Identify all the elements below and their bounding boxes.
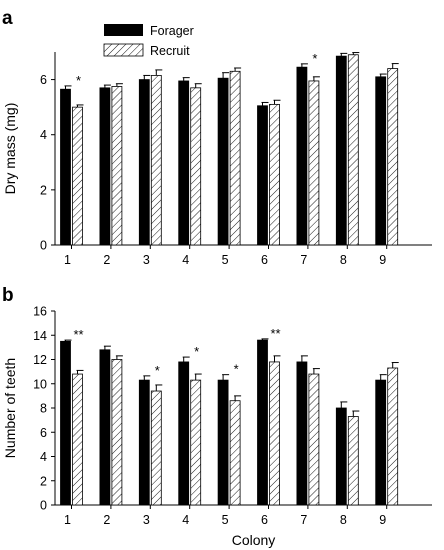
- y-tick-label: 2: [40, 474, 47, 488]
- y-tick-label: 0: [40, 499, 47, 513]
- bar-forager-2: [99, 349, 111, 506]
- x-tick-label: 1: [64, 253, 71, 267]
- significance-marker: *: [76, 73, 81, 88]
- x-tick-label: 6: [261, 513, 268, 527]
- bar-forager-6: [257, 105, 268, 246]
- y-tick-label: 0: [40, 239, 47, 253]
- significance-marker: **: [73, 327, 83, 342]
- y-tick-label: 2: [40, 183, 47, 197]
- bar-forager-2: [99, 87, 111, 246]
- legend-label-recruit: Recruit: [150, 44, 190, 58]
- bar-recruit-6: [269, 361, 280, 506]
- x-tick-label: 6: [261, 253, 268, 267]
- bar-recruit-4: [190, 87, 202, 246]
- bar-recruit-3: [150, 390, 162, 506]
- x-tick-label: 8: [340, 253, 347, 267]
- bar-recruit-9: [387, 367, 399, 506]
- y-tick-label: 4: [40, 128, 47, 142]
- x-tick-label: 9: [379, 513, 386, 527]
- bar-forager-1: [60, 340, 71, 506]
- bar-forager-1: [60, 88, 71, 246]
- bar-forager-4: [178, 80, 190, 246]
- x-tick-label: 4: [182, 253, 189, 267]
- significance-marker: *: [234, 362, 239, 377]
- bar-forager-7: [296, 361, 308, 506]
- legend-label-forager: Forager: [150, 24, 194, 38]
- bar-recruit-8: [347, 416, 359, 506]
- bar-forager-3: [138, 79, 150, 246]
- y-tick-label: 8: [40, 402, 47, 416]
- y-tick-label: 4: [40, 450, 47, 464]
- significance-marker: *: [312, 51, 317, 66]
- x-tick-label: 8: [340, 513, 347, 527]
- x-tick-label: 2: [103, 253, 110, 267]
- y-tick-label: 14: [33, 329, 47, 343]
- bar-recruit-5: [229, 70, 241, 246]
- legend-swatch-recruit: [103, 43, 144, 57]
- chart-panel-a: 0 2 4 6 Dry mass (mg) 1 2 3 4 5 6 7 8 9 * *: [2, 51, 432, 267]
- x-tick-label: 3: [143, 253, 150, 267]
- bar-recruit-7: [308, 80, 320, 246]
- bar-recruit-7: [308, 373, 320, 506]
- bar-recruit-6: [269, 103, 280, 246]
- bar-recruit-5: [229, 400, 241, 506]
- legend: Forager Recruit: [103, 24, 194, 58]
- bar-forager-5: [217, 379, 229, 506]
- x-tick-label: 1: [64, 513, 71, 527]
- x-tick-label: 9: [379, 253, 386, 267]
- bar-recruit-1: [72, 106, 83, 246]
- bar-forager-7: [296, 66, 308, 246]
- y-tick-label: 16: [33, 305, 47, 319]
- bar-recruit-8: [347, 54, 359, 246]
- bar-recruit-1: [72, 373, 83, 506]
- bar-forager-3: [138, 379, 150, 506]
- y-tick-label: 10: [33, 377, 47, 391]
- bar-forager-4: [178, 361, 190, 506]
- bar-forager-8: [335, 55, 347, 246]
- panel-label-b: b: [2, 285, 14, 306]
- y-axis-title: Number of teeth: [2, 358, 18, 458]
- bar-recruit-4: [190, 379, 202, 506]
- bar-forager-8: [335, 407, 347, 506]
- significance-marker: *: [155, 363, 160, 378]
- x-tick-label: 7: [300, 513, 307, 527]
- y-tick-label: 6: [40, 73, 47, 87]
- x-tick-label: 5: [222, 513, 229, 527]
- significance-marker: **: [270, 326, 280, 341]
- x-axis-title: Colony: [232, 532, 276, 548]
- bar-forager-9: [375, 379, 387, 506]
- bar-recruit-9: [387, 68, 399, 246]
- significance-marker: *: [194, 344, 199, 359]
- x-tick-label: 3: [143, 513, 150, 527]
- y-tick-label: 12: [33, 353, 47, 367]
- bar-forager-5: [217, 77, 229, 246]
- x-tick-label: 2: [103, 513, 110, 527]
- y-axis-title: Dry mass (mg): [2, 103, 18, 195]
- legend-swatch-forager: [104, 24, 143, 36]
- bar-recruit-2: [111, 359, 123, 506]
- x-tick-label: 4: [182, 513, 189, 527]
- bar-forager-6: [257, 339, 268, 506]
- y-tick-label: 6: [40, 426, 47, 440]
- bar-forager-9: [375, 76, 387, 246]
- panel-label-a: a: [2, 8, 13, 29]
- bar-recruit-3: [150, 75, 162, 246]
- bar-recruit-2: [111, 86, 123, 246]
- x-tick-label: 5: [222, 253, 229, 267]
- x-tick-label: 7: [300, 253, 307, 267]
